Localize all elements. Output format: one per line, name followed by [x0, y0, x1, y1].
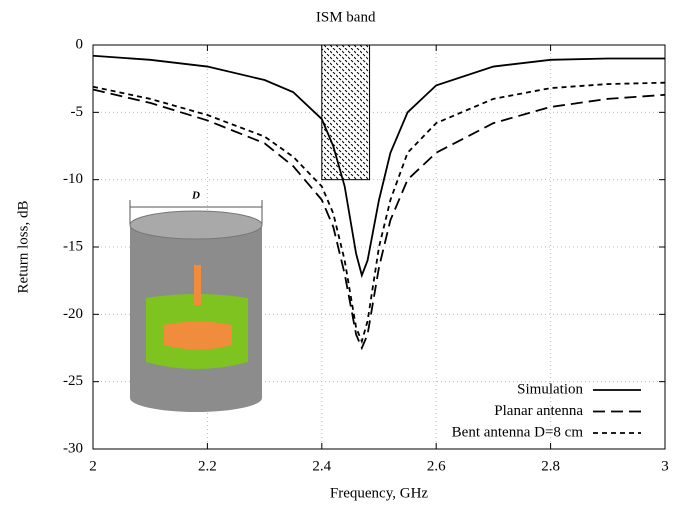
x-tick-label: 2.4 — [312, 458, 331, 474]
x-tick-label: 2.8 — [541, 458, 560, 474]
antenna-inset: D — [129, 190, 263, 412]
x-axis-label: Frequency, GHz — [330, 485, 429, 501]
legend-label: Planar antenna — [494, 403, 583, 419]
y-tick-label: -15 — [63, 238, 83, 254]
y-tick-label: -25 — [63, 373, 83, 389]
y-tick-label: -20 — [63, 306, 83, 322]
y-tick-label: -5 — [71, 104, 84, 120]
plot-frame — [92, 44, 666, 450]
cylinder-top — [129, 210, 263, 240]
ism-band — [321, 44, 371, 181]
y-tick-label: -10 — [63, 171, 83, 187]
x-tick-label: 2 — [89, 458, 97, 474]
legend-label: Simulation — [517, 381, 583, 397]
antenna-patch — [164, 321, 232, 350]
series-line — [92, 54, 665, 279]
y-tick-label: -30 — [63, 440, 83, 456]
legend-label: Bent antenna D=8 cm — [452, 424, 584, 440]
y-axis-label: Return loss, dB — [15, 201, 31, 294]
series-line — [92, 81, 666, 344]
x-tick-label: 2.2 — [198, 458, 217, 474]
x-tick-label: 2.6 — [427, 458, 446, 474]
y-tick-label: 0 — [76, 36, 84, 52]
legend: Simulation Planar antenna Bent antenna D=8… — [452, 381, 641, 440]
ism-band-label: ISM band — [316, 9, 376, 25]
inset-label: D — [191, 190, 200, 202]
x-tick-label: 3 — [661, 458, 669, 474]
series-line — [92, 88, 666, 351]
antenna-feed — [194, 265, 201, 305]
